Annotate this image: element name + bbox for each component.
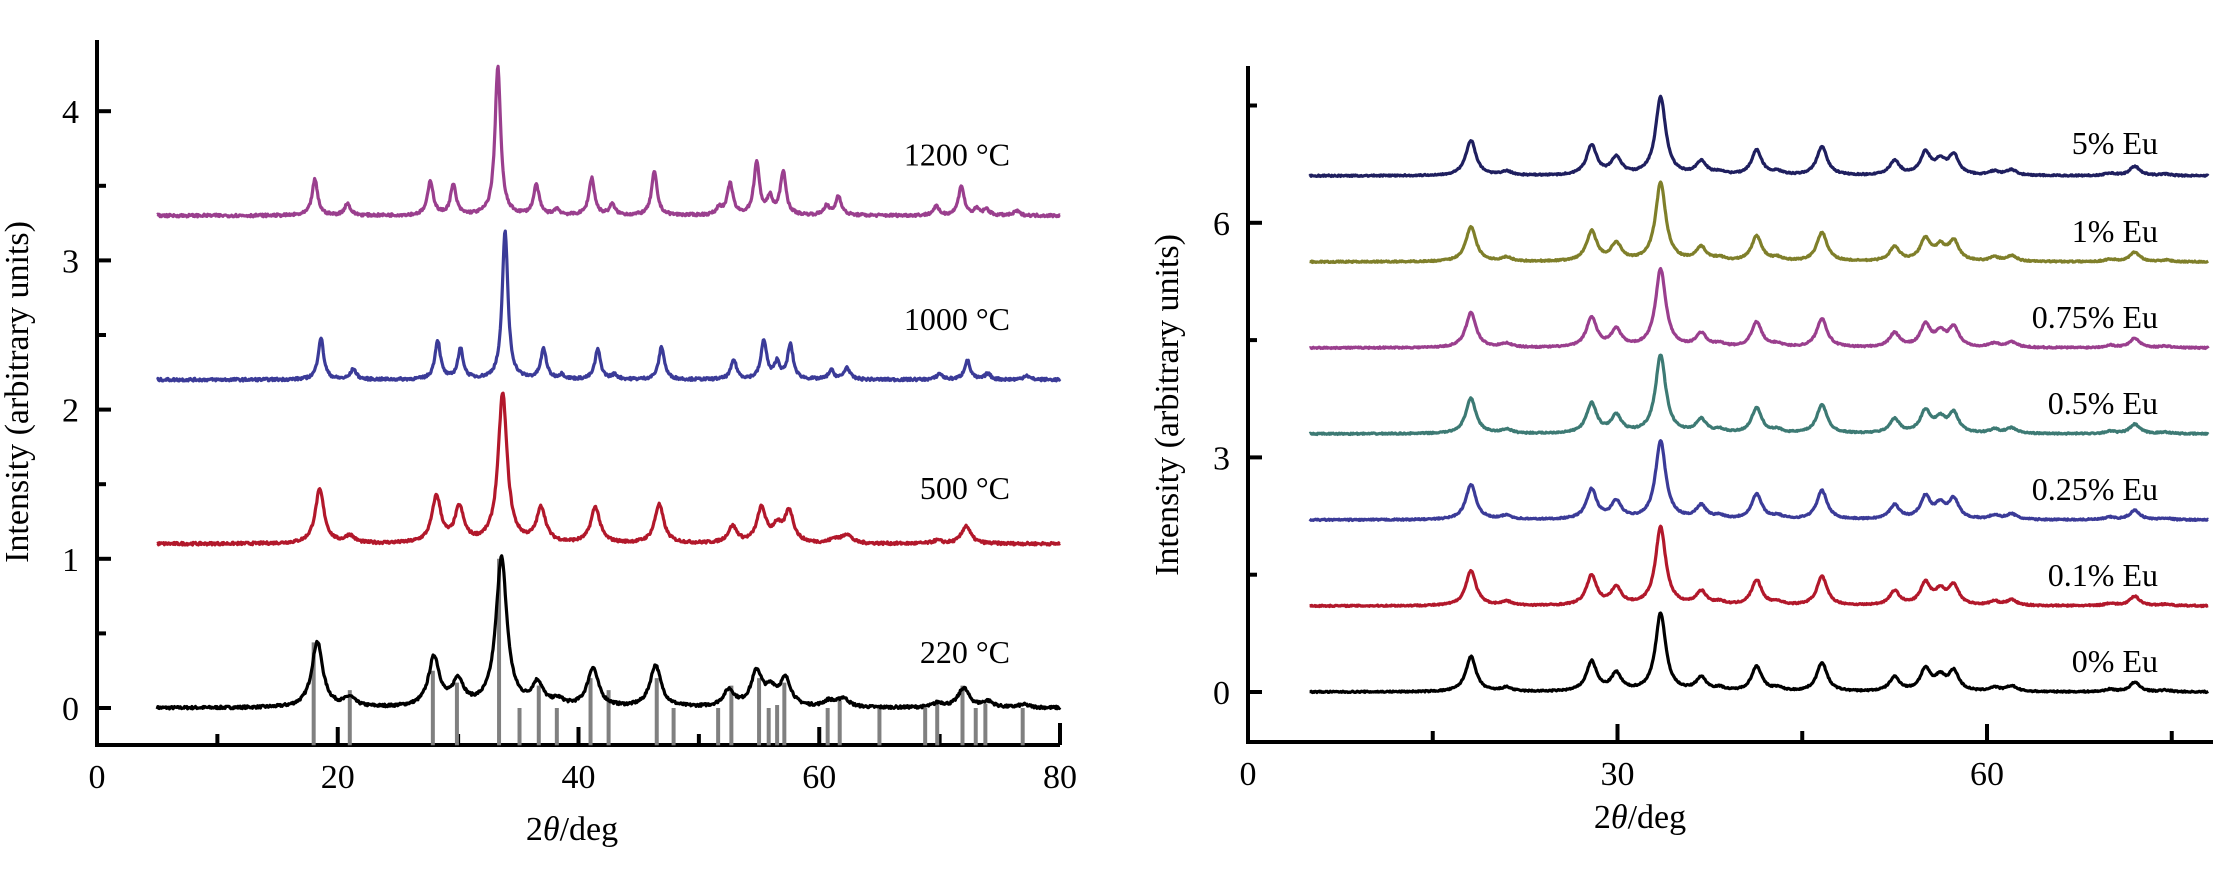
x-axis-label: 2θ/deg (1594, 799, 1686, 836)
series-label: 1200 °C (904, 137, 1010, 173)
series-line-5-eu (1308, 94, 2210, 178)
x-axis-label-prefix: 2 (526, 811, 543, 848)
y-tick-label: 0 (62, 691, 79, 728)
x-axis-label: 2θ/deg (526, 811, 618, 848)
series-line-500-c (156, 391, 1061, 547)
y-tick-label: 3 (62, 243, 79, 280)
y-axis-label: Intensity (arbitrary units) (1149, 234, 1186, 576)
series-label: 0% Eu (2072, 643, 2158, 679)
x-tick-label: 0 (89, 759, 106, 796)
series-line-0-25-eu (1308, 439, 2210, 523)
x-tick-label: 40 (562, 759, 596, 796)
x-tick-label: 20 (321, 759, 355, 796)
series-label: 0.75% Eu (2032, 299, 2158, 335)
x-tick-label: 60 (1970, 756, 2004, 793)
x-tick-label: 30 (1601, 756, 1635, 793)
series-label: 220 °C (920, 634, 1010, 670)
x-axis-label-suffix: /deg (1628, 799, 1687, 836)
y-tick-label: 6 (1213, 206, 1230, 243)
series-label: 1% Eu (2072, 213, 2158, 249)
series-line-1200-c (156, 64, 1061, 219)
x-axis-label-suffix: /deg (560, 811, 619, 848)
series-label: 5% Eu (2072, 125, 2158, 161)
y-axis-label: Intensity (arbitrary units) (0, 221, 36, 563)
series-line-0-5-eu (1308, 353, 2210, 437)
x-tick-label: 0 (1240, 756, 1257, 793)
x-axis-label-theta: θ (543, 811, 560, 848)
series-line-0-eu (1308, 611, 2210, 695)
y-tick-label: 4 (62, 94, 79, 131)
series-line-0-75-eu (1308, 266, 2210, 351)
y-tick-label: 0 (1213, 675, 1230, 712)
series-label: 0.25% Eu (2032, 471, 2158, 507)
series-label: 1000 °C (904, 301, 1010, 337)
y-tick-label: 2 (62, 393, 79, 430)
x-tick-label: 80 (1043, 759, 1077, 796)
series-line-220-c (155, 554, 1062, 711)
series-label: 0.5% Eu (2048, 385, 2158, 421)
series-line-0-1-eu (1308, 524, 2210, 609)
series-label: 500 °C (920, 470, 1010, 506)
y-tick-label: 3 (1213, 440, 1230, 477)
x-tick-label: 60 (802, 759, 836, 796)
series-line-1000-c (155, 229, 1062, 383)
y-tick-label: 1 (62, 542, 79, 579)
series-label: 0.1% Eu (2048, 557, 2158, 593)
x-axis-label-theta: θ (1611, 799, 1628, 836)
series-line-1-eu (1308, 180, 2210, 265)
x-axis-label-prefix: 2 (1594, 799, 1611, 836)
